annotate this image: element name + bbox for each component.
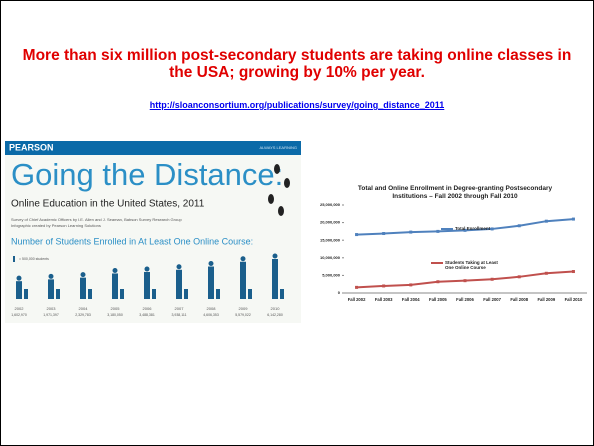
figure-head [209,261,214,266]
x-tick-label: Fall 2009 [537,297,555,302]
enrollment-label: 1,971,397 [43,313,59,317]
figure-head [113,268,118,273]
credit: Infographic created by Pearson Learning … [11,223,101,228]
point [545,220,548,223]
slide: More than six million post-secondary stu… [0,0,594,446]
x-tick-label: Fall 2005 [429,297,447,302]
year-label: 2005 [111,306,121,311]
y-tick-label: 0 [338,290,341,295]
y-tick-label: 5,000,000 [322,272,341,277]
figure-side [56,289,60,299]
x-tick-label: Fall 2006 [456,297,474,302]
section: Number of Students Enrolled in At Least … [11,236,253,246]
tagline: ALWAYS LEARNING [260,145,298,150]
figure-side [120,289,124,299]
enrollment-figure [208,267,214,299]
point [355,233,358,236]
slide-title: More than six million post-secondary stu… [21,47,573,81]
credit: Survey of Chief Academic Officers by I.E… [11,217,182,222]
year-label: 2010 [271,306,281,311]
enrollment-figure [80,278,86,299]
enrollment-figure [144,272,150,299]
y-tick-label: 25,000,000 [320,202,341,207]
figure-head [273,254,278,259]
point [545,272,548,275]
year-label: 2009 [239,306,249,311]
point [518,275,521,278]
figure-head [177,264,182,269]
point [518,224,521,227]
figure-side [248,289,252,299]
legend-label: Total Enrollment [455,226,491,231]
x-tick-label: Fall 2010 [565,297,583,302]
x-tick-label: Fall 2008 [510,297,528,302]
year-label: 2008 [207,306,217,311]
figure-head [81,272,86,277]
key: = 500,000 students [19,257,49,261]
chart-title: Total and Online Enrollment in Degree-gr… [358,185,553,200]
point [491,227,494,230]
figure-head [49,274,54,279]
y-tick-label: 10,000,000 [320,255,341,260]
enrollment-label: 6,142,280 [267,313,283,317]
year-label: 2003 [47,306,57,311]
figure-head [17,276,22,281]
enrollment-label: 5,579,022 [235,313,251,317]
enrollment-label: 2,329,783 [75,313,91,317]
chart: Total and Online Enrollment in Degree-gr… [305,181,591,311]
point [382,232,385,235]
y-tick-label: 20,000,000 [320,220,341,225]
link-wrap: http://sloanconsortium.org/publications/… [21,100,573,110]
enrollment-label: 3,488,381 [139,313,155,317]
point [409,283,412,286]
enrollment-figure [48,279,54,299]
enrollment-figure [16,281,22,299]
point [572,270,575,273]
point [491,278,494,281]
enrollment-label: 4,606,353 [203,313,219,317]
source-link[interactable]: http://sloanconsortium.org/publications/… [150,100,445,110]
enrollment-label: 3,938,111 [171,313,186,317]
subheading: Online Education in the United States, 2… [11,199,205,210]
enrollment-figure [176,270,182,299]
point [464,279,467,282]
year-label: 2006 [143,306,153,311]
enrollment-figure [112,273,118,299]
point [355,286,358,289]
enrollment-label: 1,602,970 [11,313,27,317]
point [382,284,385,287]
heading: Going the Distance: [11,157,283,192]
x-tick-label: Fall 2004 [402,297,420,302]
point [409,231,412,234]
y-tick-label: 15,000,000 [320,237,341,242]
key-icon [13,256,15,262]
figure-side [24,289,28,299]
year-label: 2007 [175,306,185,311]
infographic: PEARSON ALWAYS LEARNING Going the Distan… [5,141,301,323]
figure-side [152,289,156,299]
enrollment-figure [240,262,246,299]
year-label: 2002 [15,306,25,311]
figure-side [216,289,220,299]
figure-side [280,289,284,299]
brand: PEARSON [9,142,54,152]
point [436,230,439,233]
x-tick-label: Fall 2003 [375,297,393,302]
figure-side [184,289,188,299]
figure-side [88,289,92,299]
x-tick-label: Fall 2007 [483,297,501,302]
point [436,280,439,283]
enrollment-label: 3,180,050 [107,313,123,317]
year-label: 2004 [79,306,89,311]
enrollment-figure [272,259,278,299]
point [572,218,575,221]
x-tick-label: Fall 2002 [348,297,366,302]
figure-head [241,256,246,261]
figure-head [145,266,150,271]
